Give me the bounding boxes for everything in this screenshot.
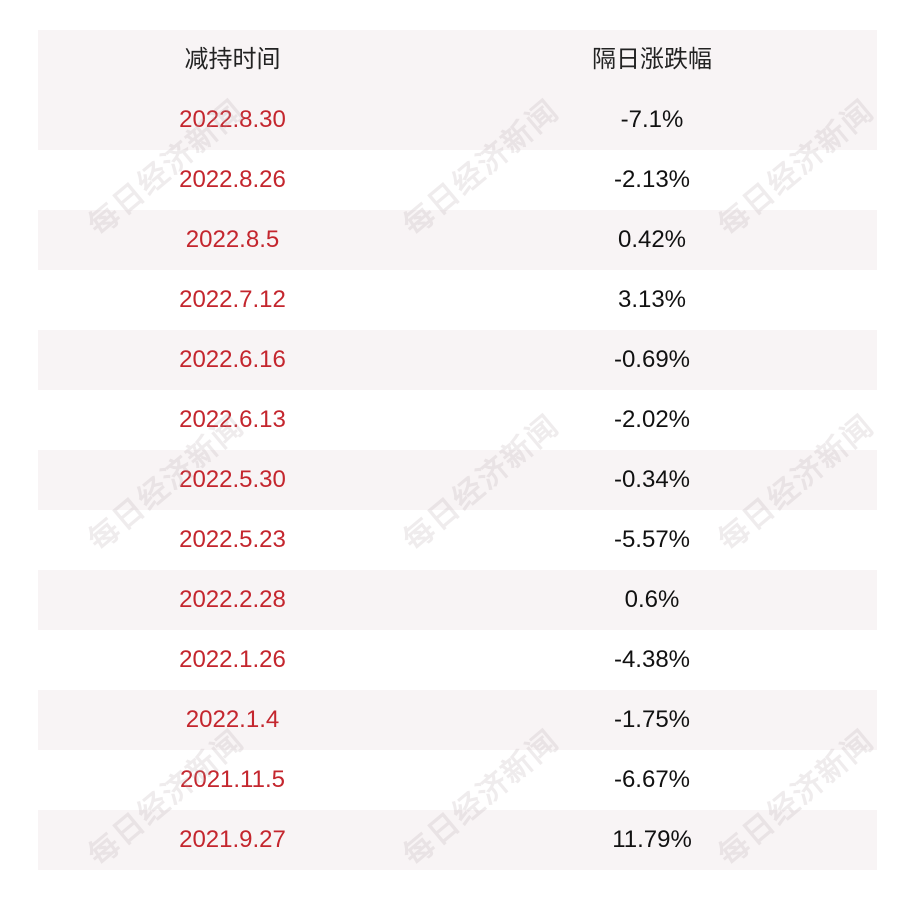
cell-date: 2022.8.26 xyxy=(179,166,286,193)
cell-date: 2022.8.5 xyxy=(185,226,280,253)
cell-change: 0.6% xyxy=(624,586,680,613)
cell-change: -0.34% xyxy=(613,466,691,493)
table-row: 2022.7.12 3.13% xyxy=(38,270,877,330)
table-row: 2022.8.5 0.42% xyxy=(38,210,877,270)
cell-date: 2022.1.26 xyxy=(179,646,286,673)
cell-date: 2022.6.16 xyxy=(179,346,286,373)
table-row: 2021.11.5 -6.67% xyxy=(38,750,877,810)
table-row: 2022.5.30 -0.34% xyxy=(38,450,877,510)
cell-change: -6.67% xyxy=(613,766,691,793)
cell-change: -7.1% xyxy=(620,106,684,133)
table-row: 2022.8.26 -2.13% xyxy=(38,150,877,210)
table-row: 2022.1.26 -4.38% xyxy=(38,630,877,690)
data-table: 减持时间 隔日涨跌幅 2022.8.30 -7.1% 2022.8.26 -2.… xyxy=(38,30,877,870)
cell-change: 11.79% xyxy=(612,826,692,853)
table-row: 2022.1.4 -1.75% xyxy=(38,690,877,750)
cell-date: 2022.5.23 xyxy=(179,526,286,553)
cell-change: -0.69% xyxy=(613,346,691,373)
cell-date: 2022.2.28 xyxy=(179,586,286,613)
table-header-row: 减持时间 隔日涨跌幅 xyxy=(38,30,877,90)
cell-change: 0.42% xyxy=(617,226,687,253)
cell-change: -2.02% xyxy=(613,406,691,433)
cell-date: 2021.9.27 xyxy=(179,826,286,853)
cell-date: 2022.8.30 xyxy=(179,106,286,133)
table-row: 2021.9.27 11.79% xyxy=(38,810,877,870)
cell-change: -1.75% xyxy=(613,706,691,733)
header-change: 隔日涨跌幅 xyxy=(592,46,712,73)
table-row: 2022.6.16 -0.69% xyxy=(38,330,877,390)
table-row: 2022.2.28 0.6% xyxy=(38,570,877,630)
cell-date: 2022.7.12 xyxy=(179,286,286,313)
table-row: 2022.6.13 -2.02% xyxy=(38,390,877,450)
table-row: 2022.8.30 -7.1% xyxy=(38,90,877,150)
table-row: 2022.5.23 -5.57% xyxy=(38,510,877,570)
cell-change: -2.13% xyxy=(613,166,691,193)
cell-date: 2022.5.30 xyxy=(179,466,286,493)
cell-date: 2021.11.5 xyxy=(180,766,285,793)
header-date: 减持时间 xyxy=(184,46,281,73)
cell-change: -5.57% xyxy=(613,526,691,553)
cell-change: 3.13% xyxy=(617,286,687,313)
cell-date: 2022.6.13 xyxy=(179,406,286,433)
cell-date: 2022.1.4 xyxy=(185,706,280,733)
cell-change: -4.38% xyxy=(613,646,691,673)
